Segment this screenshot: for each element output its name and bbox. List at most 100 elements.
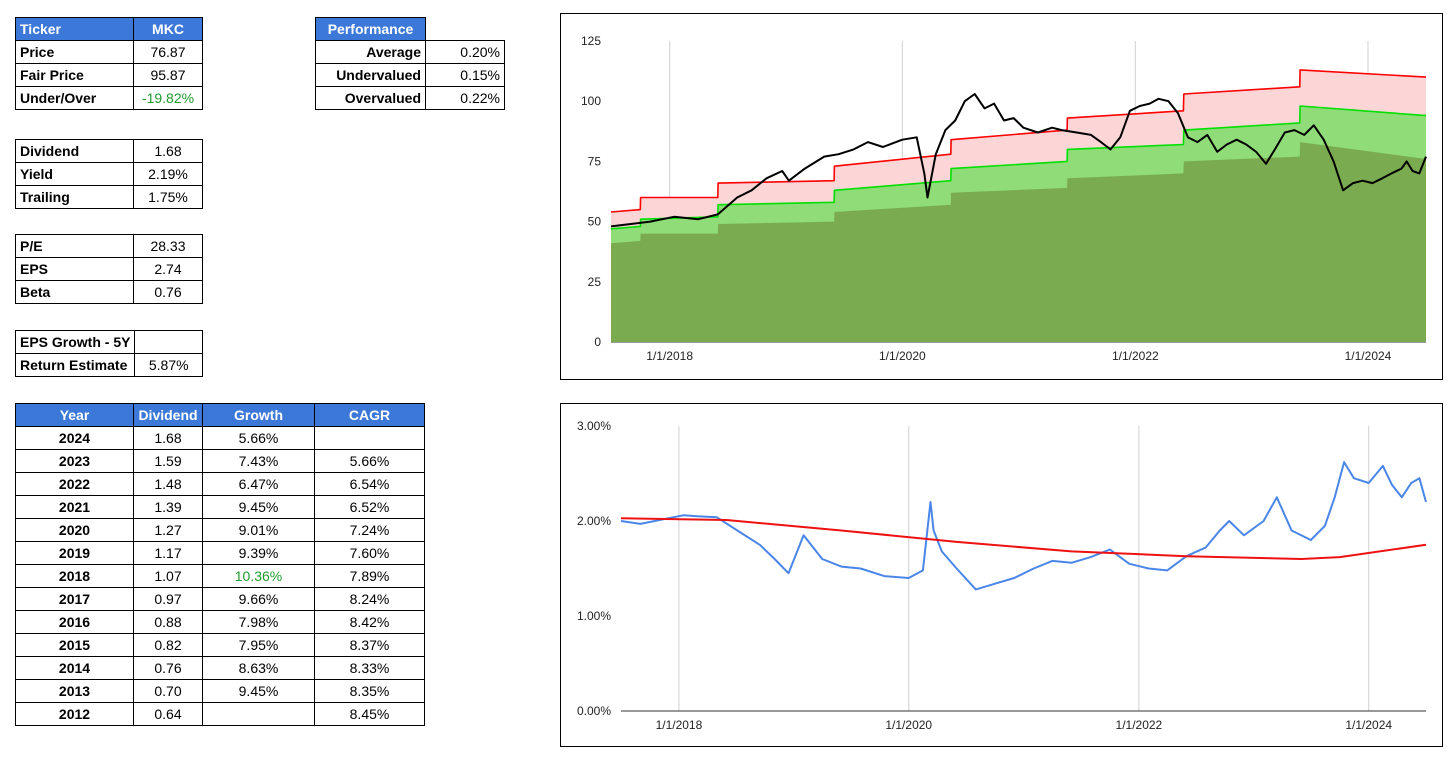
cell-growth: 5.66% <box>202 426 315 450</box>
undervalued-label: Undervalued <box>315 63 426 87</box>
under-over-value: -19.82% <box>133 86 203 110</box>
table-row: 2019 1.17 9.39% 7.60% <box>15 541 425 565</box>
x-tick-label: 1/1/2024 <box>1345 718 1392 732</box>
return-estimate-value: 5.87% <box>134 353 203 377</box>
cell-dividend: 1.59 <box>133 449 203 473</box>
cell-year: 2018 <box>15 564 134 588</box>
cell-year: 2016 <box>15 610 134 634</box>
cell-year: 2017 <box>15 587 134 611</box>
cell-cagr: 8.33% <box>314 656 425 680</box>
cell-cagr: 8.24% <box>314 587 425 611</box>
trailing-label: Trailing <box>15 185 134 209</box>
y-tick-label: 3.00% <box>577 419 611 433</box>
table-row: 2013 0.70 9.45% 8.35% <box>15 679 425 703</box>
cell-year: 2014 <box>15 656 134 680</box>
cell-dividend: 0.76 <box>133 656 203 680</box>
cell-year: 2022 <box>15 472 134 496</box>
beta-value: 0.76 <box>133 280 203 304</box>
under-over-label: Under/Over <box>15 86 134 110</box>
cell-year: 2015 <box>15 633 134 657</box>
cell-cagr: 7.60% <box>314 541 425 565</box>
pe-label: P/E <box>15 234 134 258</box>
cell-growth: 9.01% <box>202 518 315 542</box>
valuation-table: P/E 28.33 EPS 2.74 Beta 0.76 <box>15 234 203 304</box>
cell-dividend: 0.82 <box>133 633 203 657</box>
cell-cagr: 7.89% <box>314 564 425 588</box>
yield-label: Yield <box>15 162 134 186</box>
table-row: 2015 0.82 7.95% 8.37% <box>15 633 425 657</box>
cell-year: 2013 <box>15 679 134 703</box>
y-tick-label: 125 <box>581 34 601 48</box>
cell-growth: 7.43% <box>202 449 315 473</box>
price-line <box>610 93 1427 228</box>
summary-table: Ticker MKC Price 76.87 Fair Price 95.87 … <box>15 17 203 110</box>
performance-header: Performance <box>315 17 426 41</box>
cell-dividend: 0.97 <box>133 587 203 611</box>
cell-growth: 9.66% <box>202 587 315 611</box>
cell-year: 2012 <box>15 702 134 726</box>
y-tick-label: 0.00% <box>577 704 611 718</box>
y-tick-label: 50 <box>588 215 602 229</box>
ticker-label: Ticker <box>15 17 134 41</box>
y-tick-label: 100 <box>581 94 601 108</box>
cell-dividend: 1.48 <box>133 472 203 496</box>
price-valuation-chart: 1/1/2018 1/1/2020 1/1/2022 1/1/2024 0 25 50 75 1… <box>560 13 1443 380</box>
table-row: 2021 1.39 9.45% 6.52% <box>15 495 425 519</box>
y-tick-label: 2.00% <box>577 514 611 528</box>
cell-dividend: 1.27 <box>133 518 203 542</box>
cell-cagr: 5.66% <box>314 449 425 473</box>
x-tick-label: 1/1/2020 <box>885 718 932 732</box>
cell-dividend: 1.39 <box>133 495 203 519</box>
cell-growth: 9.39% <box>202 541 315 565</box>
table-row: 2022 1.48 6.47% 6.54% <box>15 472 425 496</box>
average-value: 0.20% <box>425 40 505 64</box>
y-tick-label: 75 <box>588 154 602 168</box>
pe-value: 28.33 <box>133 234 203 258</box>
cell-cagr: 8.35% <box>314 679 425 703</box>
table-row: 2024 1.68 5.66% <box>15 426 425 450</box>
growth-table: EPS Growth - 5Y Return Estimate 5.87% <box>14 330 203 377</box>
dividend-yield-chart-svg: 1/1/2018 1/1/2020 1/1/2022 1/1/2024 0.00% 1.0… <box>577 419 1427 732</box>
cell-dividend: 0.88 <box>133 610 203 634</box>
performance-header-spacer <box>425 17 505 41</box>
table-row: 2012 0.64 8.45% <box>15 702 425 726</box>
cell-dividend: 1.68 <box>133 426 203 450</box>
yield-value: 2.19% <box>133 162 203 186</box>
dividend-history-table: Year Dividend Growth CAGR 2024 1.68 5.66% 2… <box>15 403 425 726</box>
overvalued-line <box>610 69 1427 213</box>
ticker-value: MKC <box>133 17 203 41</box>
eps-value: 2.74 <box>133 257 203 281</box>
yield-line <box>620 461 1427 591</box>
x-tick-label: 1/1/2022 <box>1116 718 1163 732</box>
cell-cagr: 6.52% <box>314 495 425 519</box>
undervalued-value: 0.15% <box>425 63 505 87</box>
col-header-growth: Growth <box>202 403 315 427</box>
y-tick-label: 1.00% <box>577 609 611 623</box>
cell-growth: 8.63% <box>202 656 315 680</box>
trailing-value: 1.75% <box>133 185 203 209</box>
cell-year: 2019 <box>15 541 134 565</box>
y-tick-label: 25 <box>588 275 602 289</box>
x-tick-label: 1/1/2018 <box>656 718 703 732</box>
table-row: 2017 0.97 9.66% 8.24% <box>15 587 425 611</box>
y-tick-label: 0 <box>594 335 601 349</box>
x-tick-label: 1/1/2022 <box>1112 349 1159 363</box>
cell-cagr: 7.24% <box>314 518 425 542</box>
cell-year: 2023 <box>15 449 134 473</box>
cell-growth: 7.95% <box>202 633 315 657</box>
cell-dividend: 1.07 <box>133 564 203 588</box>
price-value: 76.87 <box>133 40 203 64</box>
eps-growth-label: EPS Growth - 5Y <box>14 330 136 354</box>
dividend-label: Dividend <box>15 139 134 163</box>
overvalued-value: 0.22% <box>425 86 505 110</box>
x-tick-label: 1/1/2018 <box>646 349 693 363</box>
cell-cagr: 8.42% <box>314 610 425 634</box>
eps-label: EPS <box>15 257 134 281</box>
beta-label: Beta <box>15 280 134 304</box>
price-valuation-chart-svg: 1/1/2018 1/1/2020 1/1/2022 1/1/2024 0 25 50 75 1… <box>581 34 1427 363</box>
cell-growth: 9.45% <box>202 495 315 519</box>
col-header-dividend: Dividend <box>133 403 203 427</box>
table-row: 2020 1.27 9.01% 7.24% <box>15 518 425 542</box>
cell-growth: 10.36% <box>202 564 315 588</box>
col-header-cagr: CAGR <box>314 403 425 427</box>
